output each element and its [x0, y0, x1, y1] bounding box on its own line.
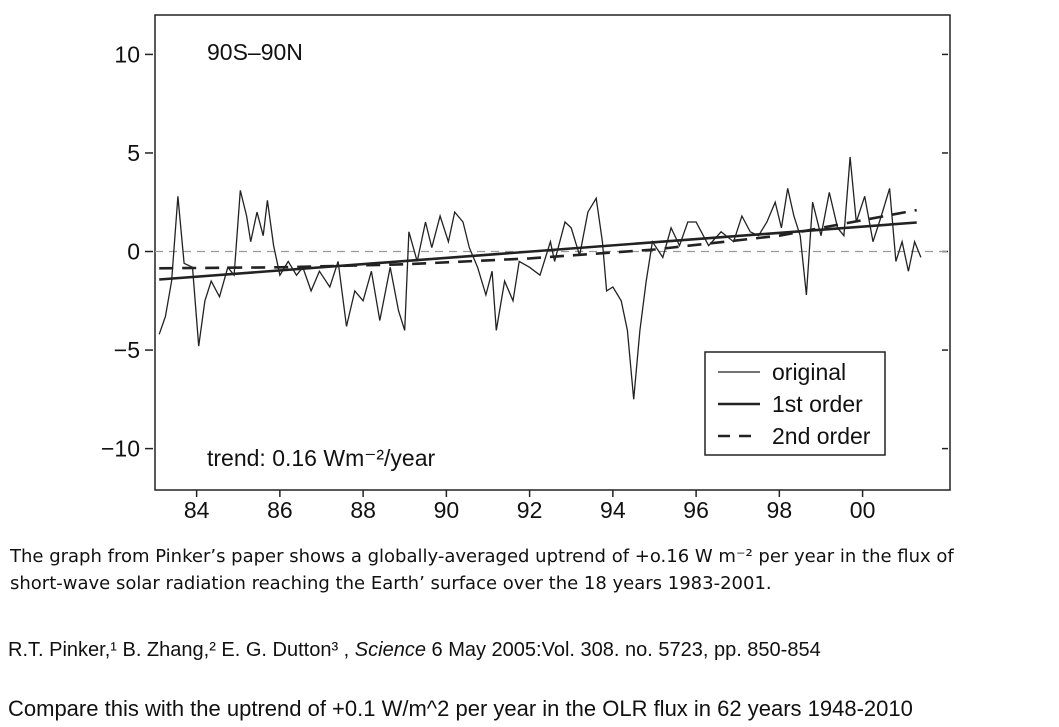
reference-part: Science [355, 639, 426, 661]
legend-label: original [772, 359, 846, 385]
comparison: Compare this with the uptrend of +0.1 W/… [8, 696, 913, 721]
series-line [159, 221, 917, 281]
x-tick-label: 90 [434, 497, 460, 523]
x-tick-label: 94 [600, 497, 626, 523]
x-tick-label: 00 [850, 497, 876, 523]
x-tick-label: 96 [683, 497, 709, 523]
y-tick-label: −10 [101, 436, 140, 462]
caption-line: The graph from Pinker’s paper shows a gl… [9, 546, 954, 567]
caption-line: short-wave solar radiation reaching the … [10, 573, 772, 594]
x-tick-label: 92 [517, 497, 543, 523]
reference-part: R.T. Pinker,¹ B. Zhang,² E. G. Dutton³ , [8, 639, 355, 661]
reference-part: 6 May 2005:Vol. 308. no. 5723, pp. 850-8… [426, 639, 821, 661]
plot-frame [154, 14, 951, 491]
y-tick-label: 0 [127, 239, 140, 265]
y-tick-label: −5 [114, 337, 140, 363]
chart-title: 90S–90N [207, 39, 303, 65]
x-tick-label: 84 [184, 497, 210, 523]
reference: R.T. Pinker,¹ B. Zhang,² E. G. Dutton³ ,… [8, 639, 821, 661]
annotation: trend: 0.16 Wm⁻²/year [207, 445, 435, 471]
series-line [159, 208, 917, 270]
x-tick-label: 98 [767, 497, 793, 523]
y-tick-label: 5 [127, 140, 140, 166]
x-tick-label: 86 [267, 497, 293, 523]
legend-label: 1st order [772, 391, 863, 417]
series-line [158, 156, 922, 400]
x-tick-label: 88 [350, 497, 376, 523]
y-tick-label: 10 [114, 41, 140, 67]
legend-label: 2nd order [772, 423, 871, 449]
